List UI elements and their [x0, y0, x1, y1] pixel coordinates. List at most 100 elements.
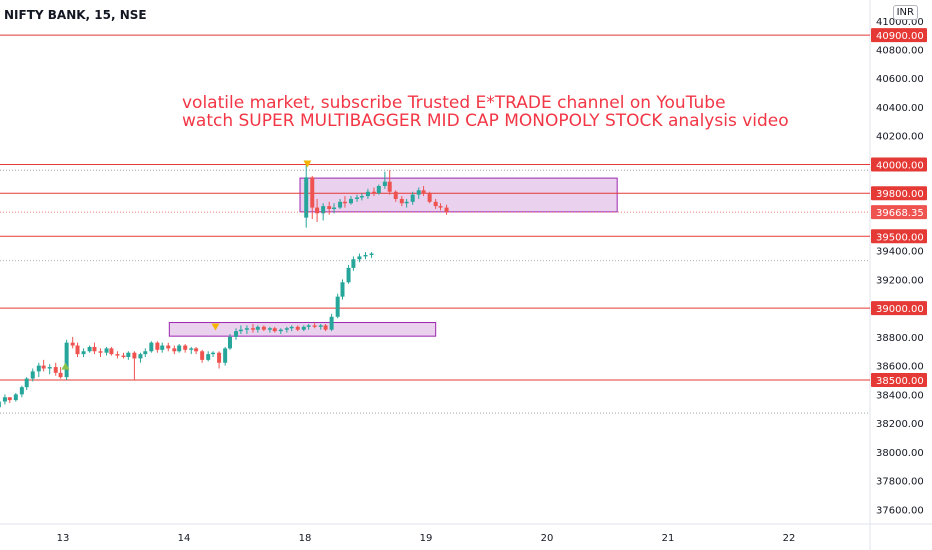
candle-body — [399, 198, 404, 204]
candle-body — [92, 346, 97, 352]
y-tick-label: 37600.00 — [876, 505, 924, 516]
candle-body — [348, 198, 353, 204]
y-tick-label: 41000.00 — [876, 17, 924, 28]
chart-annotation: volatile market, subscribe Trusted E*TRA… — [182, 94, 789, 130]
candle-body — [369, 253, 374, 255]
candle-body — [2, 397, 7, 402]
candle-body — [312, 325, 317, 327]
candle-body — [115, 354, 120, 356]
candle-body — [433, 201, 438, 207]
candle-body — [194, 348, 199, 352]
candle-body — [301, 326, 306, 330]
candle-body — [104, 348, 109, 353]
candle-body — [149, 342, 154, 352]
marker-down — [211, 323, 220, 331]
candle-body — [53, 367, 58, 373]
candle-body — [47, 367, 52, 369]
candle-body — [132, 352, 137, 359]
candle-body — [227, 336, 232, 349]
candle-body — [234, 331, 239, 337]
x-tick-label: 14 — [178, 533, 191, 544]
x-tick-label: 20 — [541, 533, 554, 544]
candle-body — [183, 345, 188, 350]
candle-body — [340, 282, 345, 297]
candle-body — [81, 351, 86, 355]
candle-body — [24, 378, 29, 388]
level-price-label: 39800.00 — [876, 189, 924, 200]
candle-body — [255, 326, 260, 330]
candle-body — [323, 325, 328, 330]
candle-body — [250, 328, 255, 330]
y-tick-label: 38800.00 — [876, 333, 924, 344]
candle-body — [327, 206, 332, 209]
level-price-tag — [871, 301, 927, 316]
currency-badge[interactable]: INR — [892, 5, 918, 20]
candle-body — [19, 387, 24, 395]
candle-body — [421, 190, 426, 194]
candle-body — [393, 191, 398, 199]
candle-body — [304, 177, 309, 218]
candle-body — [284, 328, 289, 330]
candle-body — [70, 342, 75, 346]
level-price-tag — [871, 373, 927, 387]
level-price-label: 40000.00 — [876, 160, 924, 171]
candle-body — [359, 196, 364, 198]
candle-body — [382, 181, 387, 187]
plot-area — [0, 0, 870, 524]
candle-body — [278, 329, 283, 332]
y-tick-label: 37800.00 — [876, 477, 924, 488]
candle-body — [155, 342, 160, 350]
candle-body — [206, 354, 211, 360]
candle-body — [318, 325, 323, 327]
candle-body — [13, 394, 18, 401]
candle-body — [200, 351, 205, 360]
candle-body — [363, 254, 368, 257]
candle-body — [36, 365, 41, 372]
candle-body — [121, 355, 126, 358]
candle-body — [261, 326, 266, 330]
y-tick-label: 38200.00 — [876, 419, 924, 430]
y-tick-label: 38000.00 — [876, 448, 924, 459]
annotation-line-2: watch SUPER MULTIBAGGER MID CAP MONOPOLY… — [182, 111, 789, 131]
candle-body — [387, 181, 392, 192]
level-price-tag — [871, 186, 927, 201]
level-price-label: 38500.00 — [876, 376, 924, 387]
candle-body — [126, 352, 131, 358]
candle-body — [338, 201, 343, 208]
candle-body — [109, 348, 114, 355]
candle-body — [289, 326, 294, 329]
candle-body — [223, 348, 228, 363]
candle-body — [306, 325, 311, 327]
candle-body — [211, 352, 216, 355]
candle-body — [371, 191, 376, 194]
y-tick-label: 39400.00 — [876, 247, 924, 258]
y-tick-label: 40800.00 — [876, 45, 924, 56]
level-price-label: 39500.00 — [876, 232, 924, 243]
candle-body — [438, 206, 443, 208]
last-price-tag — [871, 205, 927, 220]
y-tick-label: 40600.00 — [876, 74, 924, 85]
annotation-line-1: volatile market, subscribe Trusted E*TRA… — [182, 93, 726, 113]
level-price-label: 39000.00 — [876, 304, 924, 315]
candle-body — [138, 354, 143, 359]
x-tick-label: 21 — [662, 533, 675, 544]
symbol-label[interactable]: NIFTY BANK, 15, NSE — [4, 8, 147, 22]
candle-body — [342, 201, 347, 204]
candle-body — [404, 201, 409, 204]
level-price-tag — [871, 28, 927, 43]
candle-body — [238, 329, 243, 332]
y-tick-label: 39200.00 — [876, 275, 924, 286]
candle-body — [7, 397, 12, 401]
candle-body — [267, 328, 272, 330]
x-tick-label: 18 — [299, 533, 312, 544]
level-price-label: 40900.00 — [876, 31, 924, 42]
candle-body — [244, 328, 249, 330]
candle-body — [189, 348, 194, 350]
candle-body — [272, 328, 277, 332]
candle-body — [315, 207, 320, 214]
candle-body — [355, 197, 360, 199]
candle-body — [295, 326, 300, 330]
candle-body — [410, 194, 415, 202]
candle-body — [329, 316, 334, 330]
